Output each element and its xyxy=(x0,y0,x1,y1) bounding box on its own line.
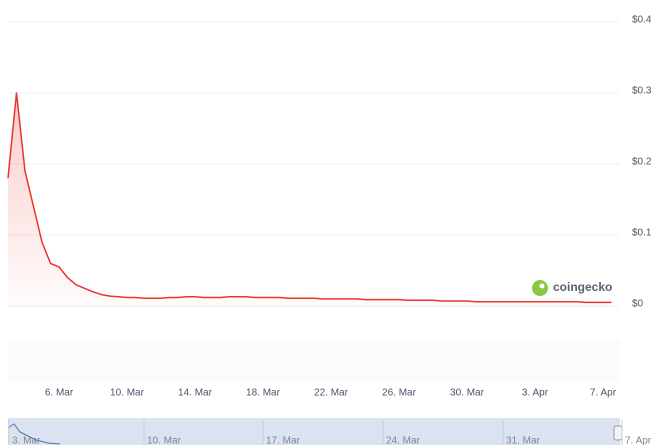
navigator-label: 7. Apr xyxy=(625,436,652,445)
navigator-label: 17. Mar xyxy=(266,436,301,445)
x-tick-label: 26. Mar xyxy=(382,388,417,399)
x-tick-label: 30. Mar xyxy=(450,388,485,399)
x-tick-label: 18. Mar xyxy=(246,388,281,399)
navigator-label: 3. Mar xyxy=(12,436,41,445)
navigator-label: 10. Mar xyxy=(147,436,182,445)
navigator-handle[interactable] xyxy=(613,425,623,441)
price-area xyxy=(8,93,612,306)
x-tick-label: 14. Mar xyxy=(178,388,213,399)
x-tick-label: 6. Mar xyxy=(45,388,74,399)
x-tick-label: 22. Mar xyxy=(314,388,349,399)
y-tick-label: $0.2 xyxy=(632,157,652,168)
price-line xyxy=(7,92,612,304)
navigator-label: 31. Mar xyxy=(506,436,541,445)
y-tick-label: $0.4 xyxy=(632,15,652,26)
volume-background xyxy=(8,340,620,382)
x-tick-label: 10. Mar xyxy=(110,388,145,399)
watermark-text: coingecko xyxy=(553,280,612,294)
y-tick-label: $0.3 xyxy=(632,86,652,97)
navigator xyxy=(0,418,657,445)
navigator-label: 24. Mar xyxy=(386,436,421,445)
watermark: coingecko xyxy=(532,280,612,296)
y-tick-label: $0 xyxy=(632,299,644,310)
x-tick-label: 7. Apr xyxy=(590,388,617,399)
navigator-window xyxy=(8,418,620,445)
navigator-line xyxy=(7,423,61,445)
x-tick-label: 3. Apr xyxy=(522,388,549,399)
y-tick-label: $0.1 xyxy=(632,228,652,239)
